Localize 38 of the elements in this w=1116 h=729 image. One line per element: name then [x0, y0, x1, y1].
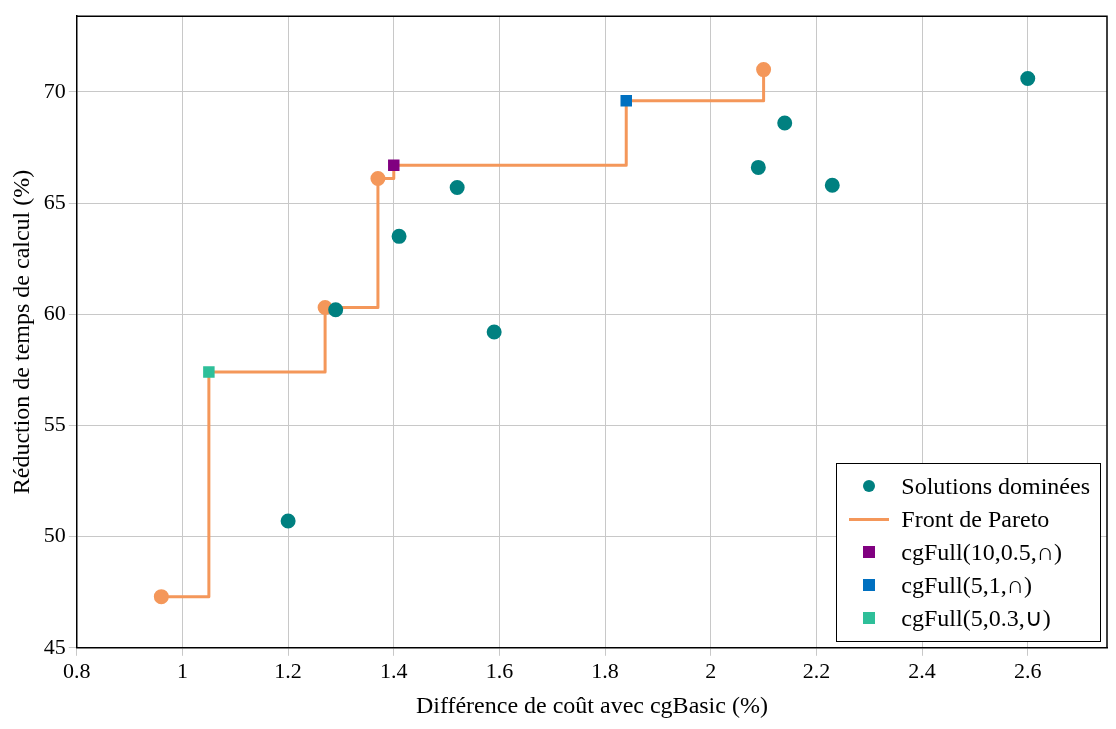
point: [756, 62, 772, 78]
x-tick-label: 1.6: [485, 657, 514, 683]
x-tick-label: 2.4: [908, 657, 936, 683]
y-tick-label: 55: [43, 411, 66, 437]
y-tick-label: 45: [43, 633, 66, 659]
point: [449, 179, 465, 195]
x-tick-label: 1: [176, 657, 188, 683]
point: [153, 589, 169, 605]
point: [486, 324, 502, 340]
x-tick-label: 0.8: [63, 657, 91, 683]
y-tick-label: 60: [43, 299, 66, 325]
point: [370, 171, 386, 187]
legend-label: Front de Pareto: [901, 505, 1050, 533]
y-axis-title: Réduction de temps de calcul (%): [7, 169, 34, 495]
y-tick-label: 70: [43, 77, 66, 103]
x-tick-label: 2.2: [802, 657, 831, 683]
legend-label: cgFull(10,0.5,∩): [901, 538, 1062, 566]
point: [388, 159, 400, 171]
legend-label: cgFull(5,0.3,∪): [901, 604, 1051, 633]
point: [777, 115, 793, 131]
point: [1020, 70, 1036, 86]
point: [620, 94, 632, 107]
y-tick-label: 50: [43, 522, 66, 548]
legend-label: cgFull(5,1,∩): [901, 571, 1032, 599]
x-tick-label: 1.8: [591, 657, 619, 683]
x-axis-title: Différence de coût avec cgBasic (%): [415, 691, 768, 718]
point: [280, 513, 296, 529]
point: [750, 159, 766, 175]
point: [328, 302, 344, 318]
x-tick-label: 2: [705, 657, 717, 683]
y-tick-label: 65: [43, 188, 66, 214]
point: [824, 177, 840, 193]
point: [391, 228, 407, 244]
x-tick-label: 1.4: [380, 657, 408, 683]
x-tick-label: 1.2: [274, 657, 302, 683]
point: [203, 366, 215, 378]
legend-label: Solutions dominées: [901, 472, 1090, 500]
x-tick-label: 2.6: [1014, 657, 1042, 683]
